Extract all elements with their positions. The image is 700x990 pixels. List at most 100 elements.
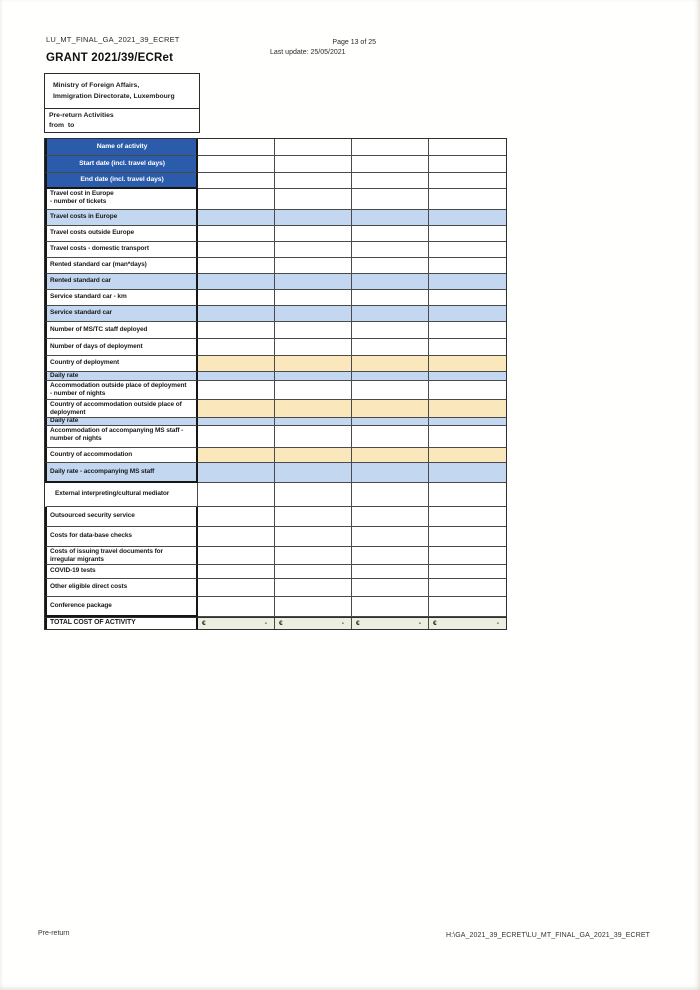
row-label: Costs for data-base checks xyxy=(45,527,198,547)
data-cell xyxy=(275,356,352,372)
row-label: Daily rate xyxy=(45,372,198,381)
row-label: Number of days of deployment xyxy=(45,339,198,356)
row-label: Daily rate - accompanying MS staff xyxy=(45,463,198,483)
table-row: Number of days of deployment xyxy=(45,339,506,356)
data-cell xyxy=(429,565,506,579)
data-cell xyxy=(275,507,352,527)
data-cell xyxy=(275,339,352,356)
total-row: TOTAL COST OF ACTIVITY € - € - € - € - xyxy=(45,617,506,629)
table-row: Number of MS/TC staff deployed xyxy=(45,322,506,339)
table-row: Travel costs in Europe xyxy=(45,210,506,226)
table-row: Start date (incl. travel days) xyxy=(45,156,506,173)
data-cell xyxy=(429,426,506,448)
currency-symbol: € xyxy=(202,620,206,627)
data-cell xyxy=(429,579,506,597)
data-cell xyxy=(352,400,429,418)
data-cell xyxy=(198,565,275,579)
organisation-name: Ministry of Foreign Affairs, Immigration… xyxy=(45,74,199,110)
table-row: Travel cost in Europe - number of ticket… xyxy=(45,189,506,210)
data-cell xyxy=(429,356,506,372)
row-label: Country of deployment xyxy=(45,356,198,372)
data-cell xyxy=(429,189,506,210)
data-cell xyxy=(429,210,506,226)
data-cell xyxy=(429,597,506,617)
data-cell xyxy=(352,173,429,189)
row-label: Travel costs in Europe xyxy=(45,210,198,226)
table-row: Service standard car - km xyxy=(45,290,506,306)
data-cell xyxy=(275,156,352,173)
data-cell xyxy=(198,290,275,306)
data-cell xyxy=(275,597,352,617)
data-cell xyxy=(198,448,275,463)
data-cell xyxy=(429,322,506,339)
table-row: Country of accommodation xyxy=(45,448,506,463)
row-label: Name of activity xyxy=(45,139,198,156)
table-row: Rented standard car (man*days) xyxy=(45,258,506,274)
data-cell xyxy=(275,258,352,274)
table-row: Country of accommodation outside place o… xyxy=(45,400,506,418)
data-cell xyxy=(352,210,429,226)
row-label: Service standard car - km xyxy=(45,290,198,306)
table-row: Other eligible direct costs xyxy=(45,579,506,597)
document-reference: LU_MT_FINAL_GA_2021_39_ECRET xyxy=(46,35,180,44)
row-label: Number of MS/TC staff deployed xyxy=(45,322,198,339)
data-cell xyxy=(352,381,429,400)
data-cell xyxy=(275,372,352,381)
data-cell xyxy=(352,579,429,597)
data-cell xyxy=(429,483,506,507)
organisation-box: Ministry of Foreign Affairs, Immigration… xyxy=(44,73,200,134)
data-cell xyxy=(275,274,352,290)
data-cell xyxy=(198,210,275,226)
data-cell xyxy=(352,322,429,339)
data-cell xyxy=(275,400,352,418)
footer-sheet-name: Pre-return xyxy=(38,930,70,937)
currency-symbol: € xyxy=(433,620,437,627)
data-cell xyxy=(429,173,506,189)
data-cell xyxy=(198,527,275,547)
data-cell xyxy=(198,381,275,400)
table-row: Service standard car xyxy=(45,306,506,322)
row-label: Travel costs outside Europe xyxy=(45,226,198,242)
total-cell: € - xyxy=(275,618,352,629)
data-cell xyxy=(198,226,275,242)
data-cell xyxy=(275,381,352,400)
data-cell xyxy=(275,527,352,547)
total-value: - xyxy=(418,620,421,627)
data-cell xyxy=(198,242,275,258)
data-cell xyxy=(275,448,352,463)
total-value: - xyxy=(496,620,499,627)
data-cell xyxy=(275,483,352,507)
data-cell xyxy=(352,189,429,210)
data-cell xyxy=(275,139,352,156)
table-row: Name of activity xyxy=(45,139,506,156)
table-row: Conference package xyxy=(45,597,506,617)
footer-file-path: H:\GA_2021_39_ECRET\LU_MT_FINAL_GA_2021_… xyxy=(445,932,650,939)
data-cell xyxy=(429,290,506,306)
data-cell xyxy=(275,547,352,565)
row-label: Travel costs - domestic transport xyxy=(45,242,198,258)
data-cell xyxy=(198,322,275,339)
data-cell xyxy=(198,507,275,527)
table-row: Rented standard car xyxy=(45,274,506,290)
data-cell xyxy=(429,507,506,527)
page-info: Page 13 of 25 Last update: 25/05/2021 xyxy=(270,38,376,58)
data-cell xyxy=(198,306,275,322)
row-label: Daily rate xyxy=(45,418,198,426)
data-cell xyxy=(429,448,506,463)
data-cell xyxy=(275,242,352,258)
data-cell xyxy=(198,418,275,426)
table-row: Costs of issuing travel documents for ir… xyxy=(45,547,506,565)
data-cell xyxy=(198,426,275,448)
data-cell xyxy=(352,356,429,372)
total-value: - xyxy=(264,620,267,627)
data-cell xyxy=(429,418,506,426)
row-label: Start date (incl. travel days) xyxy=(45,156,198,173)
row-label: Travel cost in Europe - number of ticket… xyxy=(45,189,198,210)
data-cell xyxy=(198,258,275,274)
table-row: COVID-19 tests xyxy=(45,565,506,579)
row-label: Service standard car xyxy=(45,306,198,322)
data-cell xyxy=(352,483,429,507)
row-label: Costs of issuing travel documents for ir… xyxy=(45,547,198,565)
activity-period: from to xyxy=(49,122,75,130)
data-cell xyxy=(429,463,506,483)
